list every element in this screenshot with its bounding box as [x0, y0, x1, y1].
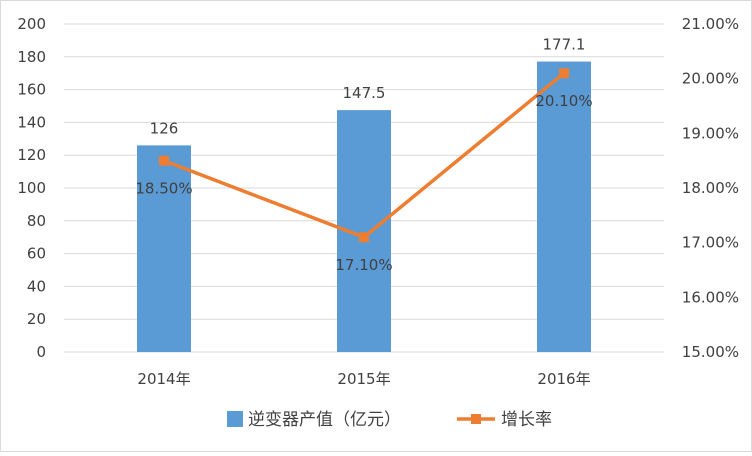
- left-tick-label: 180: [17, 48, 46, 66]
- left-tick-label: 40: [27, 277, 46, 295]
- left-tick-label: 20: [27, 310, 46, 328]
- category-label: 2014年: [137, 370, 190, 388]
- line-point: [359, 232, 369, 243]
- right-tick-label: 20.00%: [682, 70, 739, 88]
- bar: [137, 145, 191, 352]
- category-label: 2015年: [337, 370, 390, 388]
- category-label: 2016年: [537, 370, 590, 388]
- bar: [537, 61, 591, 352]
- left-tick-label: 60: [27, 245, 46, 263]
- left-tick-label: 160: [17, 81, 46, 99]
- right-tick-label: 21.00%: [682, 15, 739, 33]
- line-data-label: 18.50%: [135, 180, 192, 198]
- right-axis-ticks: 15.00% 16.00% 17.00% 18.00% 19.00% 20.00% 21.0…: [682, 15, 739, 361]
- left-tick-label: 0: [36, 343, 46, 361]
- left-tick-label: 100: [17, 179, 46, 197]
- left-tick-label: 120: [17, 146, 46, 164]
- right-tick-label: 17.00%: [682, 234, 739, 252]
- legend-label-bar: 逆变器产值（亿元）: [248, 410, 401, 430]
- line-data-label: 20.10%: [535, 92, 592, 110]
- legend-label-line: 增长率: [501, 410, 552, 430]
- legend-swatch-bar: [227, 411, 243, 427]
- left-axis-ticks: 0 20 40 60 80 100 120 140 160 180 200: [17, 15, 46, 361]
- right-tick-label: 19.00%: [682, 124, 739, 142]
- right-tick-label: 16.00%: [682, 288, 739, 306]
- left-tick-label: 80: [27, 212, 46, 230]
- left-tick-label: 140: [17, 113, 46, 131]
- line-series: 18.50% 17.10% 20.10%: [135, 68, 593, 274]
- category-labels: 2014年 2015年 2016年: [137, 370, 590, 388]
- bar-series: 126 147.5 177.1: [137, 36, 591, 352]
- legend: 逆变器产值（亿元） 增长率: [227, 410, 552, 430]
- line-point: [159, 155, 169, 166]
- legend-swatch-marker: [471, 414, 481, 424]
- line-point: [559, 68, 569, 79]
- right-tick-label: 18.00%: [682, 179, 739, 197]
- bar-data-label: 126: [150, 119, 179, 137]
- right-tick-label: 15.00%: [682, 343, 739, 361]
- left-tick-label: 200: [17, 15, 46, 33]
- line-data-label: 17.10%: [335, 256, 392, 274]
- bar-data-label: 147.5: [343, 84, 386, 102]
- bar-data-label: 177.1: [543, 36, 586, 54]
